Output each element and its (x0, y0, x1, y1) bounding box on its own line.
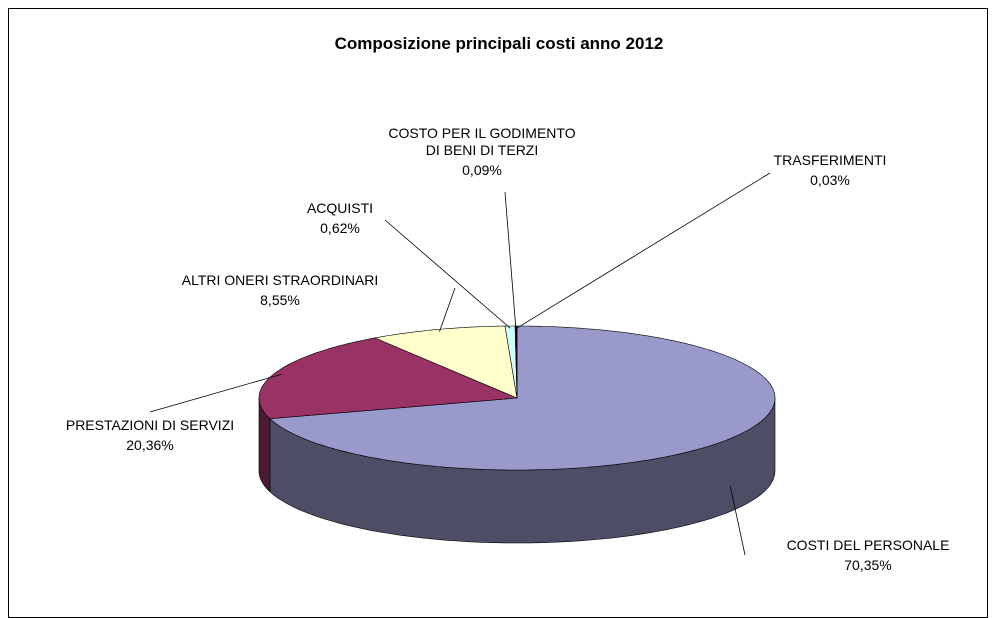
value-label: 0,62% (320, 220, 360, 236)
leader-line (729, 485, 746, 556)
value-label: 0,03% (810, 172, 850, 188)
slice-label: ACQUISTI (306, 200, 374, 216)
slice (269, 325, 776, 471)
value-label: 8,55% (260, 292, 300, 308)
slice (258, 337, 518, 420)
page: Composizione principali costi anno 2012 … (8, 8, 988, 618)
value-label: 0,09% (462, 162, 502, 178)
chart (149, 172, 776, 556)
slice-label: COSTO PER IL GODIMENTO DI BENI DI TERZI (388, 125, 576, 158)
value-label: 20,36% (126, 437, 174, 453)
slice-label: ALTRI ONERI STRAORDINARI (181, 272, 379, 288)
slice (373, 325, 518, 399)
leader-line (504, 191, 517, 329)
leader-line (384, 219, 511, 329)
slice-label: PRESTAZIONI DI SERVIZI (65, 417, 235, 433)
leader-line (149, 373, 282, 413)
slice-label: COSTI DEL PERSONALE (786, 537, 950, 553)
leader-line (516, 172, 771, 329)
chart-title: Composizione principali costi anno 2012 (334, 34, 664, 53)
slice (516, 325, 518, 399)
slice-label: TRASFERIMENTI (773, 152, 887, 168)
leader-line (439, 287, 456, 332)
value-label: 70,35% (844, 557, 892, 573)
